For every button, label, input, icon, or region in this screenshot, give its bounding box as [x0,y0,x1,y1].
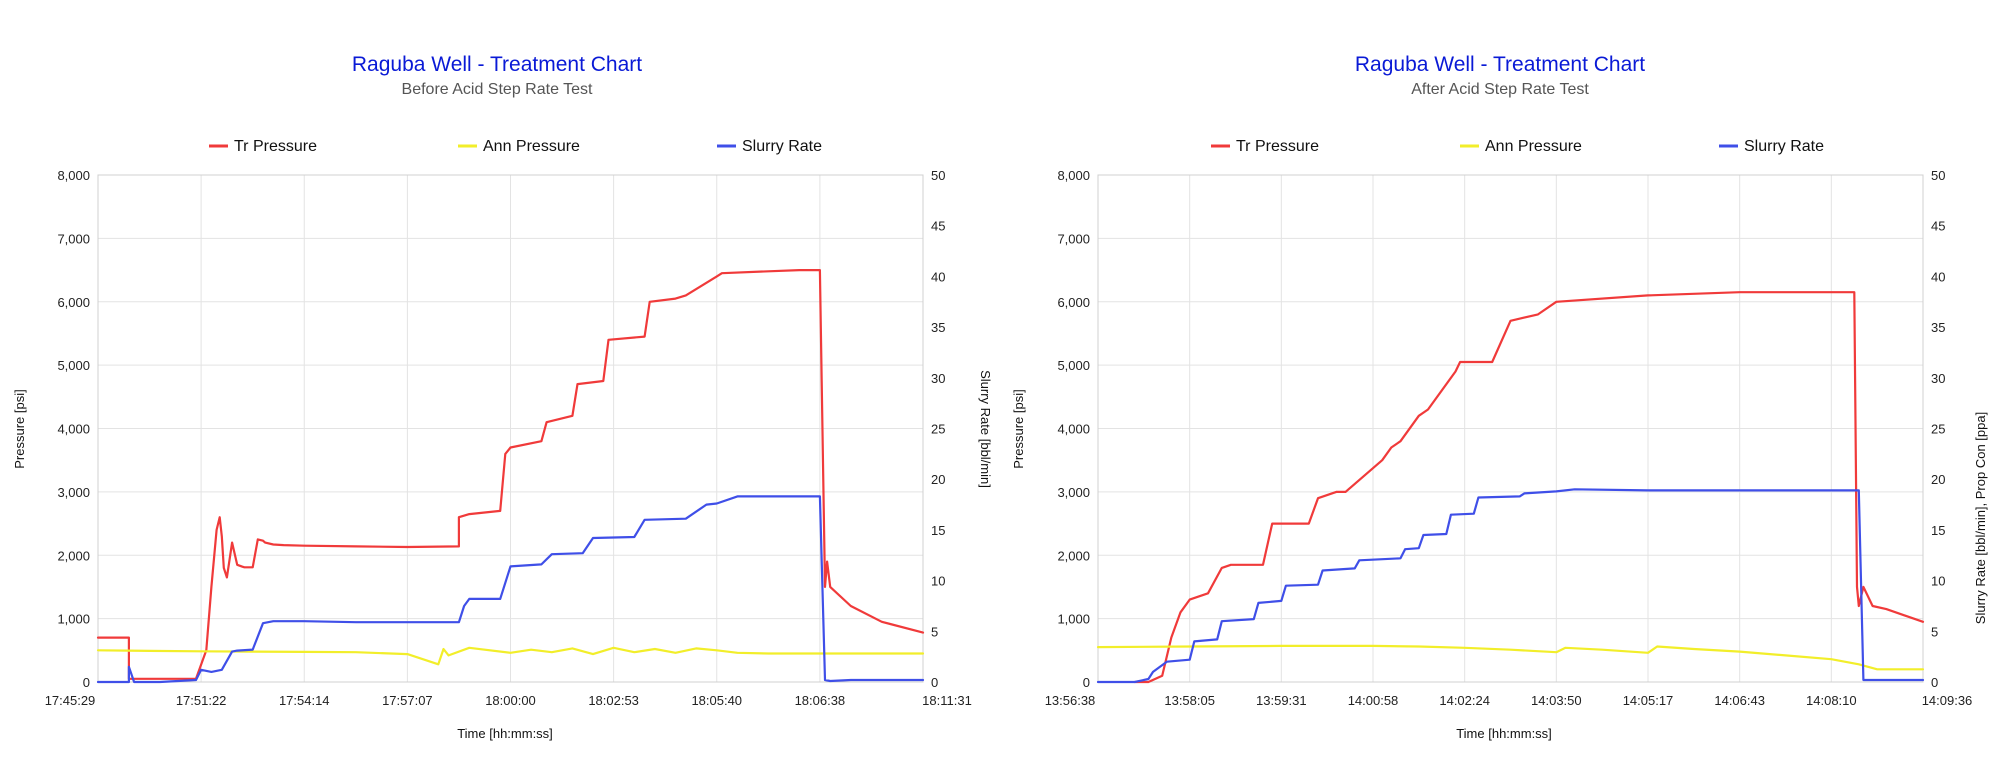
y-right-tick-label: 40 [1931,269,1945,284]
y-left-tick-label: 6,000 [1057,295,1090,310]
y-left-tick-label: 1,000 [57,612,90,627]
x-tick-label: 14:08:10 [1806,693,1857,708]
plot-frame [97,174,924,683]
y-right-tick-label: 30 [1931,371,1945,386]
y-left-tick-label: 1,000 [1057,612,1090,627]
chart-title: Raguba Well - Treatment Chart [352,53,642,76]
y-axis-left-label: Pressure [psi] [1011,389,1026,468]
x-tick-label: 13:56:38 [1045,693,1096,708]
y-left-tick-label: 6,000 [57,295,90,310]
legend: Tr Pressure Ann Pressure Slurry Rate [1211,138,1824,155]
y-left-tick-label: 2,000 [57,548,90,563]
x-axis-label: Time [hh:mm:ss] [457,726,553,741]
y-left-tick-label: 3,000 [1057,485,1090,500]
y-right-tick-label: 0 [1931,675,1938,690]
y-right-tick-label: 0 [931,675,938,690]
x-tick-label: 14:09:36 [1922,693,1973,708]
y-left-tick-label: 5,000 [1057,358,1090,373]
y-right-tick-label: 10 [1931,574,1945,589]
x-tick-label: 14:06:43 [1714,693,1765,708]
series-line-slurry-rate [1096,488,1925,684]
y-axis-right-label: Slurry Rate [bbl/min], Prop Con [ppa] [1973,412,1988,624]
series-line-tr-pressure [1133,291,1925,684]
y-right-tick-label: 15 [1931,523,1945,538]
legend-label-ann-pressure: Ann Pressure [483,138,580,155]
legend-label-tr-pressure: Tr Pressure [1236,138,1319,155]
chart-before: Raguba Well - Treatment Chart Before Aci… [12,53,993,741]
y-axis-right-label: Slurry Rate [bbl/min] [978,370,993,488]
legend-label-tr-pressure: Tr Pressure [234,138,317,155]
y-right-tick-label: 45 [1931,219,1945,234]
x-tick-label: 18:11:31 [922,693,972,708]
series-line-ann-pressure [96,646,925,666]
y-right-tick-label: 25 [931,422,945,437]
x-tick-label: 14:03:50 [1531,693,1582,708]
legend-label-ann-pressure: Ann Pressure [1485,138,1582,155]
legend: Tr Pressure Ann Pressure Slurry Rate [209,138,822,155]
y-right-tick-label: 5 [931,624,938,639]
y-right-tick-label: 25 [1931,422,1945,437]
x-tick-label: 18:06:38 [795,693,846,708]
y-left-tick-label: 7,000 [57,231,90,246]
plot-area: 0 1,000 2,000 3,000 4,000 5,000 6,000 7,000 8,00… [45,168,972,708]
y-right-tick-label: 50 [931,168,945,183]
chart-subtitle: After Acid Step Rate Test [1411,81,1589,98]
chart-after: Raguba Well - Treatment Chart After Acid… [1011,53,1988,741]
y-right-tick-label: 50 [1931,168,1945,183]
x-tick-label: 17:57:07 [382,693,433,708]
legend-label-slurry-rate: Slurry Rate [1744,138,1824,155]
y-axis-left-label: Pressure [psi] [12,389,27,468]
x-tick-label: 17:45:29 [45,693,96,708]
y-right-tick-label: 30 [931,371,945,386]
y-right-tick-label: 15 [931,523,945,538]
x-tick-label: 13:59:31 [1256,693,1307,708]
x-tick-label: 13:58:05 [1164,693,1215,708]
y-right-tick-label: 35 [931,320,945,335]
y-right-tick-label: 5 [1931,624,1938,639]
y-right-tick-label: 45 [931,219,945,234]
y-right-tick-label: 40 [931,269,945,284]
y-left-tick-label: 0 [83,675,90,690]
x-tick-label: 14:00:58 [1348,693,1399,708]
legend-label-slurry-rate: Slurry Rate [742,138,822,155]
series-line-slurry-rate [96,495,925,684]
x-tick-label: 17:54:14 [279,693,330,708]
chart-title: Raguba Well - Treatment Chart [1355,53,1645,76]
series-line-ann-pressure [1096,644,1925,671]
y-right-tick-label: 35 [1931,320,1945,335]
y-left-tick-label: 4,000 [1057,422,1090,437]
y-right-tick-label: 10 [931,574,945,589]
x-tick-label: 17:51:22 [176,693,227,708]
y-left-tick-label: 7,000 [1057,231,1090,246]
x-tick-label: 14:05:17 [1623,693,1674,708]
x-tick-label: 18:02:53 [588,693,639,708]
x-axis-label: Time [hh:mm:ss] [1456,726,1552,741]
x-tick-label: 18:00:00 [485,693,536,708]
y-left-tick-label: 5,000 [57,358,90,373]
x-tick-label: 18:05:40 [691,693,742,708]
y-right-tick-label: 20 [1931,472,1945,487]
y-left-tick-label: 0 [1083,675,1090,690]
chart-subtitle: Before Acid Step Rate Test [402,81,593,98]
y-left-tick-label: 2,000 [1057,548,1090,563]
y-left-tick-label: 8,000 [57,168,90,183]
y-right-tick-label: 20 [931,472,945,487]
plot-frame [1097,174,1924,683]
y-left-tick-label: 4,000 [57,422,90,437]
series-line-tr-pressure [96,269,925,680]
y-left-tick-label: 8,000 [1057,168,1090,183]
x-tick-label: 14:02:24 [1439,693,1490,708]
plot-area: 0 1,000 2,000 3,000 4,000 5,000 6,000 7,000 8,00… [1045,168,1973,708]
y-left-tick-label: 3,000 [57,485,90,500]
